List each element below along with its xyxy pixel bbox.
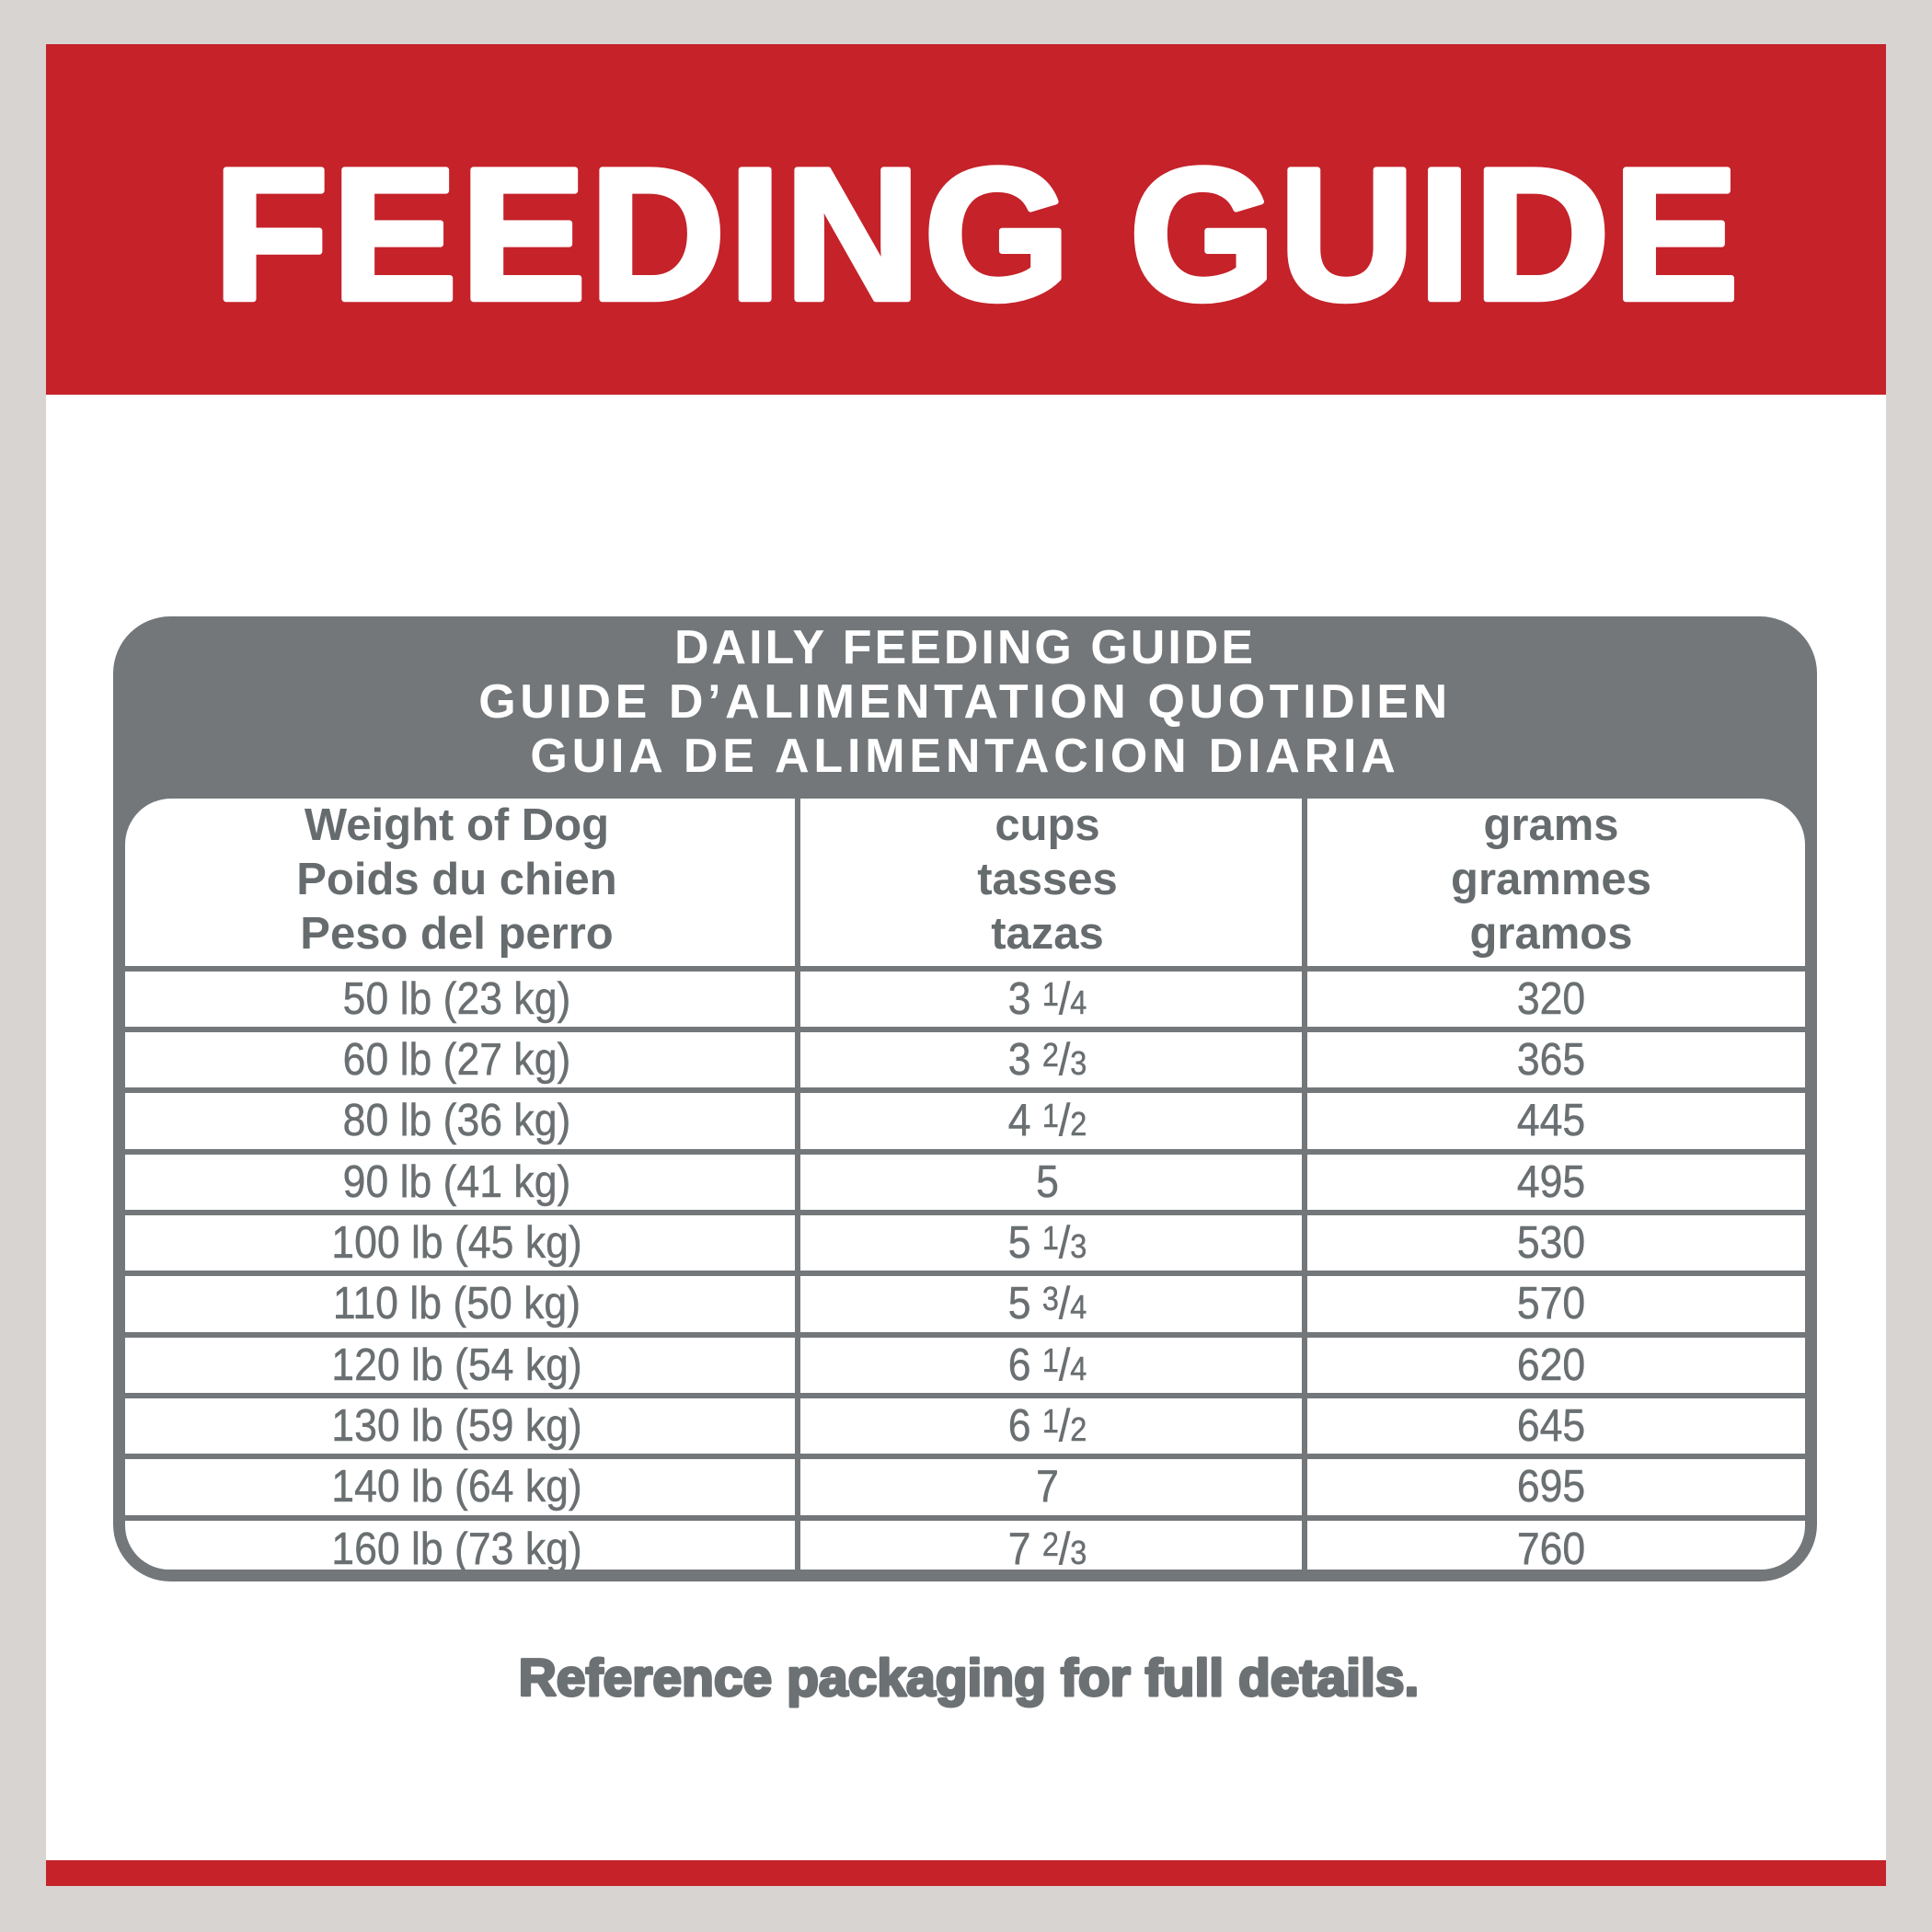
svg-text:Reference packaging for full d: Reference packaging for full details. [519,1649,1420,1708]
svg-text:FEEDING GUIDE: FEEDING GUIDE [213,130,1742,339]
